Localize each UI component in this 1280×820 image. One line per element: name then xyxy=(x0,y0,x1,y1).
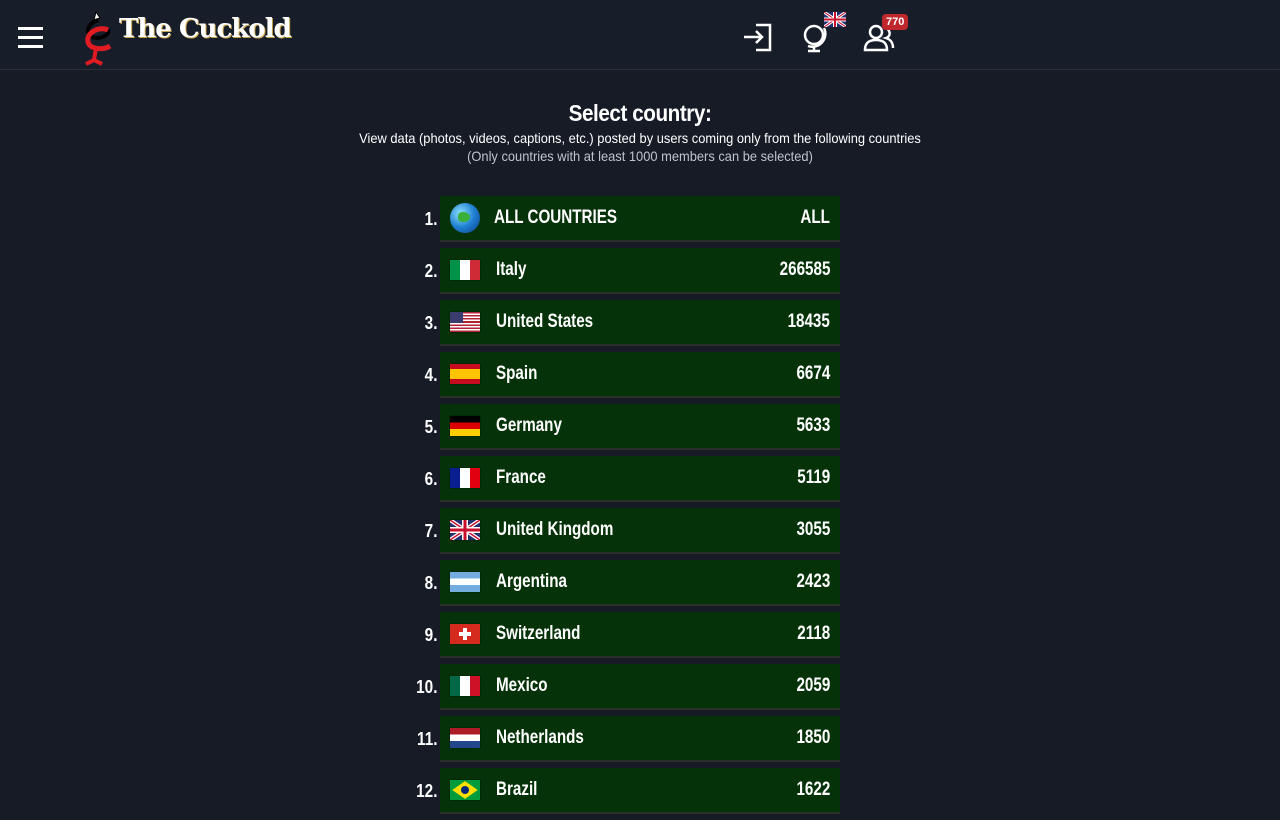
country-bar[interactable]: Mexico 2059 xyxy=(440,664,840,710)
country-name: ALL COUNTRIES xyxy=(494,207,618,228)
rank: 9. xyxy=(424,624,438,645)
login-icon[interactable] xyxy=(742,20,776,54)
rank: 3. xyxy=(424,312,438,333)
flag-mx-icon xyxy=(450,676,480,696)
flag-it-icon xyxy=(450,260,480,280)
country-bar[interactable]: Switzerland 2118 xyxy=(440,612,840,658)
flag-gb-icon xyxy=(450,520,480,540)
country-name: Italy xyxy=(496,259,527,280)
rank: 5. xyxy=(424,416,438,437)
country-name: Germany xyxy=(496,415,562,436)
rank: 8. xyxy=(424,572,438,593)
country-row[interactable]: 11. Netherlands 1850 xyxy=(400,716,840,762)
member-count: 5119 xyxy=(797,467,830,488)
flag-de-icon xyxy=(450,416,480,436)
country-row[interactable]: 2. Italy 266585 xyxy=(400,248,840,294)
country-name: Mexico xyxy=(496,675,548,696)
rank: 7. xyxy=(424,520,438,541)
globe-icon[interactable] xyxy=(800,20,834,54)
member-count: 2423 xyxy=(796,571,830,592)
rank: 2. xyxy=(424,260,438,281)
top-bar: The Cuckold 770 xyxy=(0,0,1280,70)
page-subtitle: View data (photos, videos, captions, etc… xyxy=(359,130,921,146)
country-bar[interactable]: United Kingdom 3055 xyxy=(440,508,840,554)
member-count: 3055 xyxy=(796,519,830,540)
rank: 11. xyxy=(417,728,438,749)
member-count: 1850 xyxy=(796,727,830,748)
rank: 1. xyxy=(424,208,438,229)
flag-ar-icon xyxy=(450,572,480,592)
flag-ch-icon xyxy=(450,624,480,644)
page-title: Select country: xyxy=(568,100,712,126)
country-bar[interactable]: United States 18435 xyxy=(440,300,840,346)
country-name: Argentina xyxy=(496,571,567,592)
country-bar[interactable]: Spain 6674 xyxy=(440,352,840,398)
country-row[interactable]: 3. United States 18435 xyxy=(400,300,840,346)
flag-fr-icon xyxy=(450,468,480,488)
country-row[interactable]: 10. Mexico 2059 xyxy=(400,664,840,710)
member-count: 5633 xyxy=(796,415,830,436)
country-bar[interactable]: France 5119 xyxy=(440,456,840,502)
uk-flag-icon[interactable] xyxy=(824,12,846,27)
page-header: Select country: View data (photos, video… xyxy=(0,100,1280,164)
brand-name[interactable]: The Cuckold xyxy=(119,14,292,44)
page-note: (Only countries with at least 1000 membe… xyxy=(467,148,813,164)
member-count: ALL xyxy=(800,207,830,228)
country-bar[interactable]: Netherlands 1850 xyxy=(440,716,840,762)
member-count: 2118 xyxy=(797,623,830,644)
flag-es-icon xyxy=(450,364,480,384)
member-count: 266585 xyxy=(779,259,830,280)
logo-icon[interactable] xyxy=(80,10,116,66)
flag-us-icon xyxy=(450,312,480,332)
country-name: France xyxy=(496,467,546,488)
country-row[interactable]: 9. Switzerland 2118 xyxy=(400,612,840,658)
globe-icon xyxy=(450,203,480,233)
rank: 4. xyxy=(424,364,438,385)
country-row[interactable]: 4. Spain 6674 xyxy=(400,352,840,398)
country-name: United States xyxy=(496,311,594,332)
country-name: Brazil xyxy=(496,779,538,800)
country-name: Netherlands xyxy=(496,727,584,748)
country-name: United Kingdom xyxy=(496,519,614,540)
country-row[interactable]: 8. Argentina 2423 xyxy=(400,560,840,606)
country-row[interactable]: 1. ALL COUNTRIES ALL xyxy=(400,196,840,242)
country-row[interactable]: 6. France 5119 xyxy=(400,456,840,502)
country-bar[interactable]: Argentina 2423 xyxy=(440,560,840,606)
member-count: 18435 xyxy=(787,311,830,332)
member-count: 6674 xyxy=(796,363,830,384)
country-row[interactable]: 7. United Kingdom 3055 xyxy=(400,508,840,554)
country-bar[interactable]: Brazil 1622 xyxy=(440,768,840,814)
country-bar[interactable]: ALL COUNTRIES ALL xyxy=(440,196,840,242)
country-row[interactable]: 5. Germany 5633 xyxy=(400,404,840,450)
member-count: 2059 xyxy=(796,675,830,696)
flag-br-icon xyxy=(450,780,480,800)
country-row[interactable]: 12. Brazil 1622 xyxy=(400,768,840,814)
country-bar[interactable]: Germany 5633 xyxy=(440,404,840,450)
flag-nl-icon xyxy=(450,728,480,748)
member-count: 1622 xyxy=(796,779,830,800)
notification-badge[interactable]: 770 xyxy=(882,14,909,30)
rank: 10. xyxy=(416,676,438,697)
country-list: 1. ALL COUNTRIES ALL 2. Italy 266585 3. United … xyxy=(400,196,840,820)
country-name: Spain xyxy=(496,363,538,384)
menu-icon[interactable] xyxy=(18,27,43,49)
rank: 6. xyxy=(424,468,438,489)
rank: 12. xyxy=(416,780,438,801)
country-name: Switzerland xyxy=(496,623,581,644)
country-bar[interactable]: Italy 266585 xyxy=(440,248,840,294)
